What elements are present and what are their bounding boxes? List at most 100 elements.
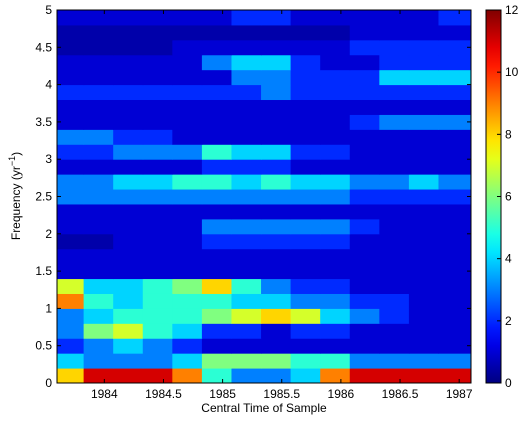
heatmap-cell — [57, 129, 85, 145]
heatmap-cell — [261, 353, 292, 369]
heatmap-cell — [438, 263, 472, 280]
heatmap-cell — [172, 203, 203, 220]
heatmap-cell — [201, 308, 232, 324]
heatmap-cell — [349, 129, 380, 145]
x-tick-label: 1984.5 — [145, 387, 182, 401]
heatmap-cell — [379, 263, 410, 280]
heatmap-cell — [261, 338, 292, 354]
heatmap-cell — [231, 174, 262, 190]
heatmap-cell — [57, 24, 85, 41]
heatmap-cell — [438, 218, 472, 235]
heatmap-cell — [290, 99, 321, 115]
heatmap-cell — [290, 353, 321, 369]
heatmap-cell — [261, 84, 292, 101]
heatmap-cell — [231, 248, 262, 265]
heatmap-cell — [83, 353, 114, 369]
heatmap-cell — [201, 10, 232, 26]
heatmap-cell — [83, 308, 114, 324]
y-tick-label: 3 — [45, 152, 52, 166]
heatmap-cell — [290, 114, 321, 130]
heatmap-cell — [349, 218, 380, 235]
heatmap-cell — [201, 338, 232, 354]
heatmap-cell — [231, 308, 262, 324]
y-label-text: Frequency (yr — [9, 166, 23, 240]
heatmap-cell — [172, 233, 203, 250]
heatmap-cell — [290, 144, 321, 160]
heatmap-cell — [172, 353, 203, 369]
heatmap-cell — [408, 99, 439, 115]
heatmap-cell — [142, 263, 173, 280]
heatmap-cell — [83, 144, 114, 160]
heatmap-cell — [438, 84, 472, 101]
heatmap-cell — [201, 218, 232, 235]
heatmap-cell — [142, 248, 173, 265]
heatmap-cell — [320, 99, 351, 115]
heatmap-cell — [261, 99, 292, 115]
heatmap-cell — [408, 189, 439, 205]
heatmap-cell — [349, 54, 380, 71]
heatmap-cell — [201, 114, 232, 130]
heatmap-cell — [231, 39, 262, 56]
heatmap-cell — [320, 263, 351, 280]
heatmap-cell — [201, 84, 232, 101]
heatmap-cell — [83, 233, 114, 250]
heatmap-cell — [290, 10, 321, 26]
heatmap-cell — [320, 203, 351, 220]
heatmap-cell — [83, 114, 114, 130]
heatmap-cell — [320, 353, 351, 369]
heatmap-cell — [320, 189, 351, 205]
heatmap-cell — [83, 174, 114, 190]
heatmap-cell — [172, 278, 203, 294]
heatmap-cell — [320, 323, 351, 339]
heatmap-cell — [290, 189, 321, 205]
heatmap-cell — [261, 144, 292, 160]
heatmap-cell — [57, 114, 85, 130]
heatmap-cell — [83, 69, 114, 86]
heatmap-cell — [172, 39, 203, 56]
heatmap-cell — [438, 144, 472, 160]
heatmap-cell — [57, 353, 85, 369]
heatmap-cell — [408, 159, 439, 175]
heatmap-cell — [201, 353, 232, 369]
heatmap-cell — [113, 99, 144, 115]
heatmap-cell — [172, 189, 203, 205]
heatmap-cell — [379, 278, 410, 294]
heatmap-cell — [172, 368, 203, 384]
heatmap-cell — [438, 159, 472, 175]
heatmap-cell — [408, 233, 439, 250]
heatmap-cell — [201, 189, 232, 205]
heatmap-cell — [201, 368, 232, 384]
heatmap-cell — [57, 54, 85, 71]
heatmap-cell — [142, 368, 173, 384]
heatmap-cell — [408, 368, 439, 384]
heatmap-cell — [408, 129, 439, 145]
heatmap-cell — [320, 24, 351, 41]
heatmap-cell — [320, 10, 351, 26]
heatmap-cell — [320, 293, 351, 309]
heatmap-cell — [172, 129, 203, 145]
heatmap-cell — [349, 10, 380, 26]
heatmap-cell — [231, 144, 262, 160]
heatmap-cell — [379, 248, 410, 265]
heatmap-cell — [113, 174, 144, 190]
heatmap-cell — [113, 368, 144, 384]
heatmap-cell — [408, 203, 439, 220]
heatmap-cell — [83, 84, 114, 101]
heatmap-cell — [261, 293, 292, 309]
heatmap-cell — [438, 293, 472, 309]
heatmap-cell — [349, 24, 380, 41]
heatmap-cell — [113, 39, 144, 56]
heatmap-cell — [408, 10, 439, 26]
heatmap-cell — [113, 159, 144, 175]
heatmap-cell — [261, 159, 292, 175]
heatmap-cell — [201, 233, 232, 250]
heatmap-cell — [261, 278, 292, 294]
heatmap-cell — [83, 218, 114, 235]
heatmap-cell — [201, 69, 232, 86]
y-label-sup: −1 — [7, 156, 17, 166]
colorbar-tick-label: 2 — [505, 314, 512, 328]
heatmap-cell — [201, 39, 232, 56]
heatmap-cell — [142, 308, 173, 324]
heatmap-cell — [379, 39, 410, 56]
heatmap-cell — [142, 10, 173, 26]
